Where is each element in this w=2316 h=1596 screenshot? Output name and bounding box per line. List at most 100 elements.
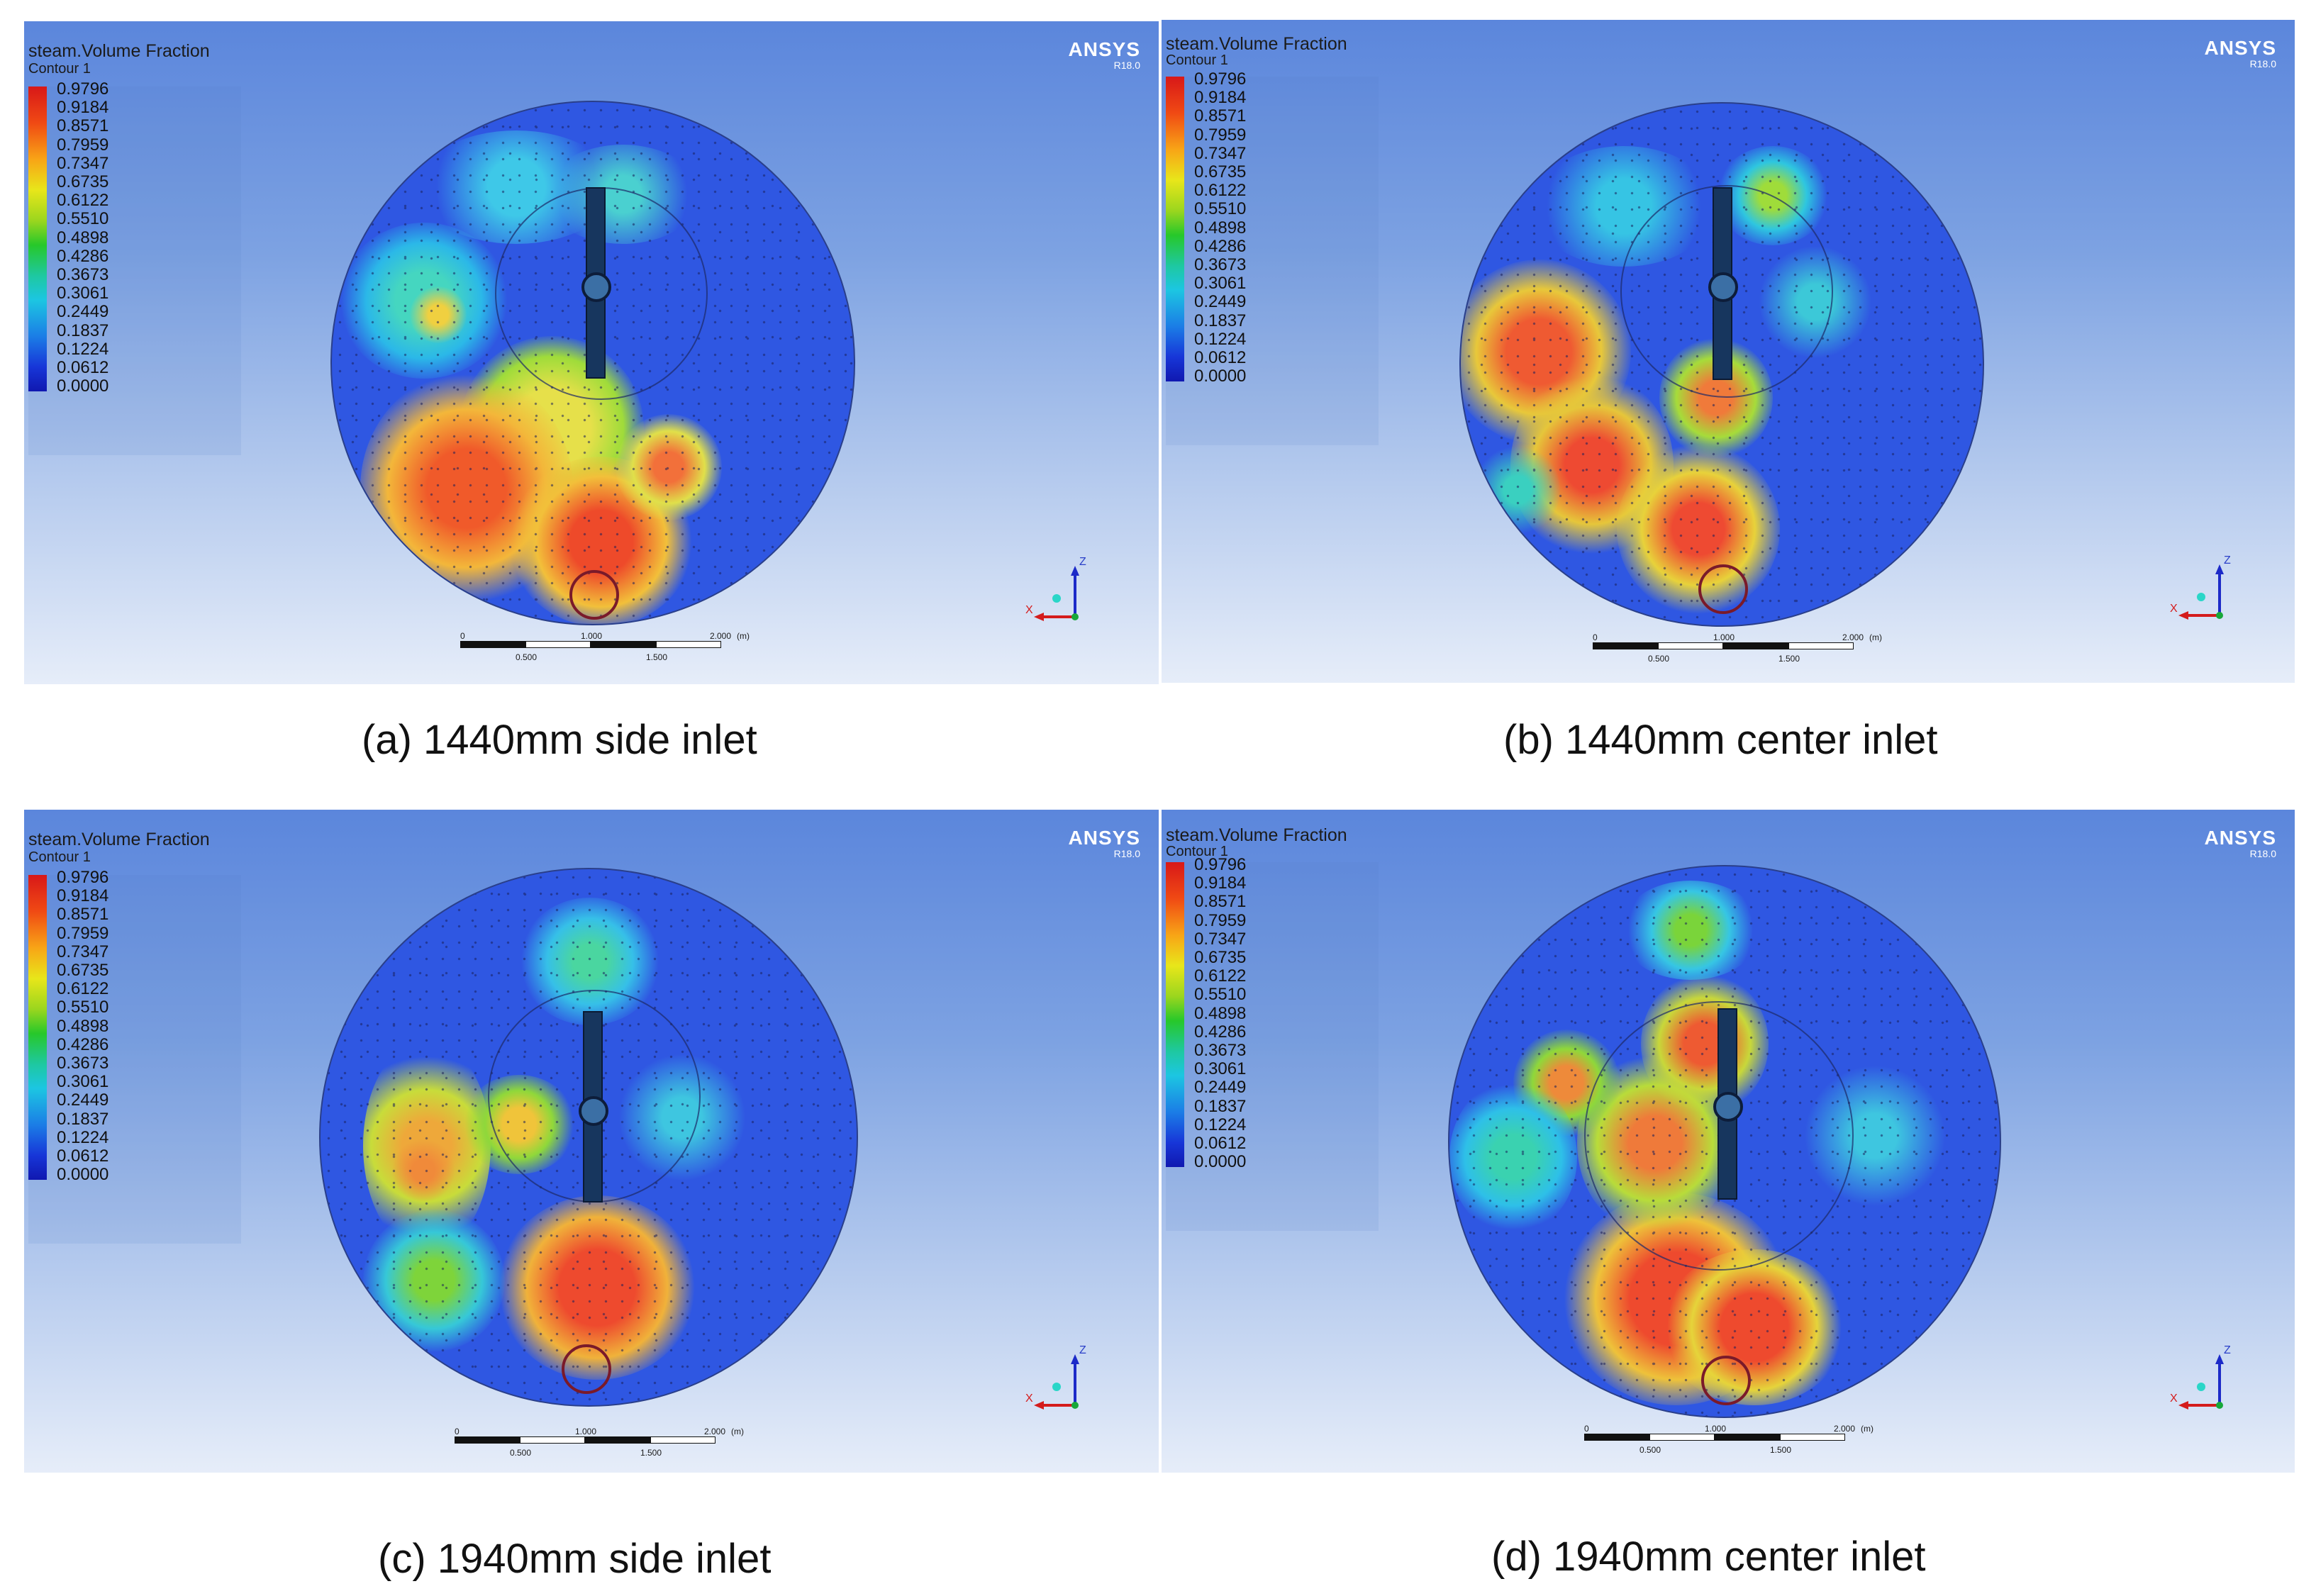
scale-unit: (m) (731, 1427, 744, 1436)
legend-value: 0.4898 (1194, 218, 1247, 238)
axis-triad-icon (1034, 1354, 1079, 1410)
impeller-hub (1713, 1092, 1743, 1122)
scale-segment (1649, 1434, 1715, 1441)
scale-segment (1788, 642, 1854, 649)
legend-value: 0.4286 (1194, 1022, 1247, 1042)
legend-value: 0.7347 (57, 153, 109, 173)
length-scale-bar: 0 1.000 2.000 (m) 0.500 1.500 (455, 1427, 744, 1469)
legend-value: 0.1224 (1194, 329, 1247, 349)
legend-value: 0.7347 (1194, 143, 1247, 163)
scale-segment (460, 641, 525, 648)
scale-segment (525, 641, 591, 648)
plot-title: steam.Volume Fraction (1166, 34, 1347, 54)
panel-caption: (d) 1940mm center inlet (1491, 1534, 1926, 1580)
legend-value: 0.2449 (57, 302, 109, 322)
scale-label: 1.000 (1705, 1424, 1727, 1434)
legend-value: 0.9184 (57, 98, 109, 118)
scale-label: 0 (1584, 1424, 1589, 1434)
scale-label: 0.500 (510, 1448, 532, 1458)
scale-label: 2.000 (704, 1427, 726, 1436)
scale-label: 0.500 (1639, 1445, 1661, 1455)
legend-value: 0.4898 (1194, 1003, 1247, 1023)
legend-value: 0.4286 (1194, 236, 1247, 256)
legend-value: 0.6735 (1194, 162, 1247, 182)
scale-label: 0.500 (1648, 654, 1670, 664)
contour-panel-c: steam.Volume Fraction Contour 1 0.9796 0.… (24, 810, 1159, 1473)
brand-name: ANSYS (1068, 38, 1140, 60)
legend-value: 0.5510 (1194, 985, 1247, 1005)
legend-value: 0.0000 (1194, 367, 1247, 386)
scale-segment (1715, 1434, 1780, 1441)
brand-name: ANSYS (2204, 827, 2276, 849)
plot-subtitle: Contour 1 (28, 61, 91, 77)
legend-value: 0.3061 (1194, 274, 1247, 294)
legend-value: 0.3673 (1194, 255, 1247, 274)
ansys-logo: ANSYS R18.0 (1069, 38, 1140, 71)
plot-title: steam.Volume Fraction (1166, 825, 1347, 845)
legend-value: 0.0612 (57, 1146, 109, 1166)
legend-value: 0.5510 (57, 209, 109, 229)
plot-subtitle: Contour 1 (1166, 844, 1228, 859)
plot-title: steam.Volume Fraction (28, 830, 210, 849)
legend-value: 0.1224 (57, 339, 109, 359)
axis-triad-icon (2178, 564, 2224, 620)
legend-value: 0.7959 (1194, 125, 1247, 145)
legend-value: 0.3673 (1194, 1041, 1247, 1060)
scale-segment (455, 1436, 520, 1444)
legend-value: 0.1224 (57, 1127, 109, 1147)
contour-panel-d: steam.Volume Fraction Contour 1 0.9796 0.… (1162, 810, 2295, 1473)
legend-value: 0.4898 (57, 228, 109, 247)
scale-label: 2.000 (1842, 632, 1864, 642)
vessel-cross-section (330, 101, 855, 625)
length-scale-bar: 0 1.000 2.000 (m) 0.500 1.500 (460, 631, 750, 674)
scale-label: 0 (1593, 632, 1598, 642)
axis-label-z: Z (2224, 1344, 2231, 1356)
length-scale-bar: 0 1.000 2.000 (m) 0.500 1.500 (1584, 1424, 1874, 1466)
ansys-logo: ANSYS R18.0 (1069, 827, 1140, 859)
scale-segment (1593, 642, 1658, 649)
legend-value: 0.2449 (1194, 292, 1247, 312)
legend-value: 0.0000 (57, 1165, 109, 1185)
legend-value: 0.1224 (1194, 1115, 1247, 1134)
legend-value: 0.5510 (57, 998, 109, 1017)
legend-value: 0.6122 (57, 191, 109, 211)
scale-label: 1.500 (1770, 1445, 1792, 1455)
legend-value: 0.9796 (1194, 69, 1247, 89)
axis-triad: Z X (1025, 556, 1088, 624)
legend-value: 0.0000 (1194, 1152, 1247, 1172)
legend-value: 0.8571 (57, 905, 109, 925)
contour-panel-b: steam.Volume Fraction Contour 1 0.9796 0.… (1162, 20, 2295, 683)
legend-color-bar (1166, 77, 1184, 381)
legend-value: 0.4898 (57, 1016, 109, 1036)
legend-value: 0.3061 (57, 1072, 109, 1092)
scale-label: 2.000 (710, 631, 732, 641)
impeller-hub (579, 1096, 608, 1126)
axis-label-x: X (2170, 1393, 2178, 1405)
brand-name: ANSYS (1068, 827, 1140, 849)
steam-inlet-sparger (1698, 564, 1748, 614)
color-legend: 0.9796 0.9184 0.8571 0.7959 0.7347 0.6735 0.61… (28, 81, 241, 455)
legend-value: 0.7347 (57, 942, 109, 961)
legend-value: 0.0612 (1194, 1134, 1247, 1153)
scale-segment (585, 1436, 650, 1444)
legend-value: 0.6735 (57, 961, 109, 980)
axis-label-x: X (2170, 603, 2178, 615)
axis-label-x: X (1025, 1393, 1033, 1405)
scale-label: 2.000 (1834, 1424, 1856, 1434)
legend-value: 0.0612 (1194, 348, 1247, 367)
scale-segment (1780, 1434, 1845, 1441)
scale-label: 1.000 (581, 631, 603, 641)
legend-color-bar (1166, 862, 1184, 1167)
color-legend: 0.9796 0.9184 0.8571 0.7959 0.7347 0.6735 0.61… (1166, 856, 1379, 1231)
vessel-cross-section (1459, 102, 1984, 627)
legend-value: 0.1837 (1194, 1096, 1247, 1116)
scale-label: 1.500 (1778, 654, 1800, 664)
scale-segment (591, 641, 656, 648)
legend-value: 0.0612 (57, 358, 109, 377)
legend-value: 0.6122 (1194, 181, 1247, 201)
ansys-logo: ANSYS R18.0 (2205, 37, 2276, 69)
vessel-cross-section (319, 868, 858, 1407)
legend-value: 0.8571 (1194, 892, 1247, 912)
axis-triad: Z X (2170, 1344, 2232, 1412)
scale-unit: (m) (737, 631, 750, 641)
